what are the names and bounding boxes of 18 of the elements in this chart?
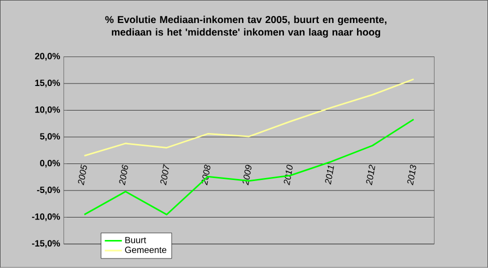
chart-title: % Evolutie Mediaan-inkomen tav 2005, buurt en gemeente, mediaan is het 'middenste' inkomen van laag naar hoog [105, 16, 386, 38]
x-tick-label: 2012 [366, 164, 376, 186]
line-series [84, 78, 414, 157]
y-tick-label: -5,0% [37, 186, 60, 194]
x-tick-label: 2011 [325, 166, 334, 185]
x-tick-label: 2013 [407, 164, 416, 186]
x-tick-label: 2006 [119, 164, 128, 186]
legend-label: Gemeente [125, 246, 166, 254]
y-tick-label: -15,0% [32, 240, 60, 248]
y-tick-label: -10,0% [32, 214, 60, 222]
y-tick-label: 20,0% [35, 53, 60, 61]
y-tick-label: 10,0% [35, 106, 60, 114]
x-tick-label: 2007 [160, 164, 169, 186]
y-tick-label: 0,0% [40, 160, 60, 168]
y-tick-label: 15,0% [35, 80, 60, 88]
x-tick-label: 2005 [78, 164, 87, 186]
y-tick-label: 5,0% [40, 133, 60, 141]
legend-label: Buurt [125, 237, 146, 244]
